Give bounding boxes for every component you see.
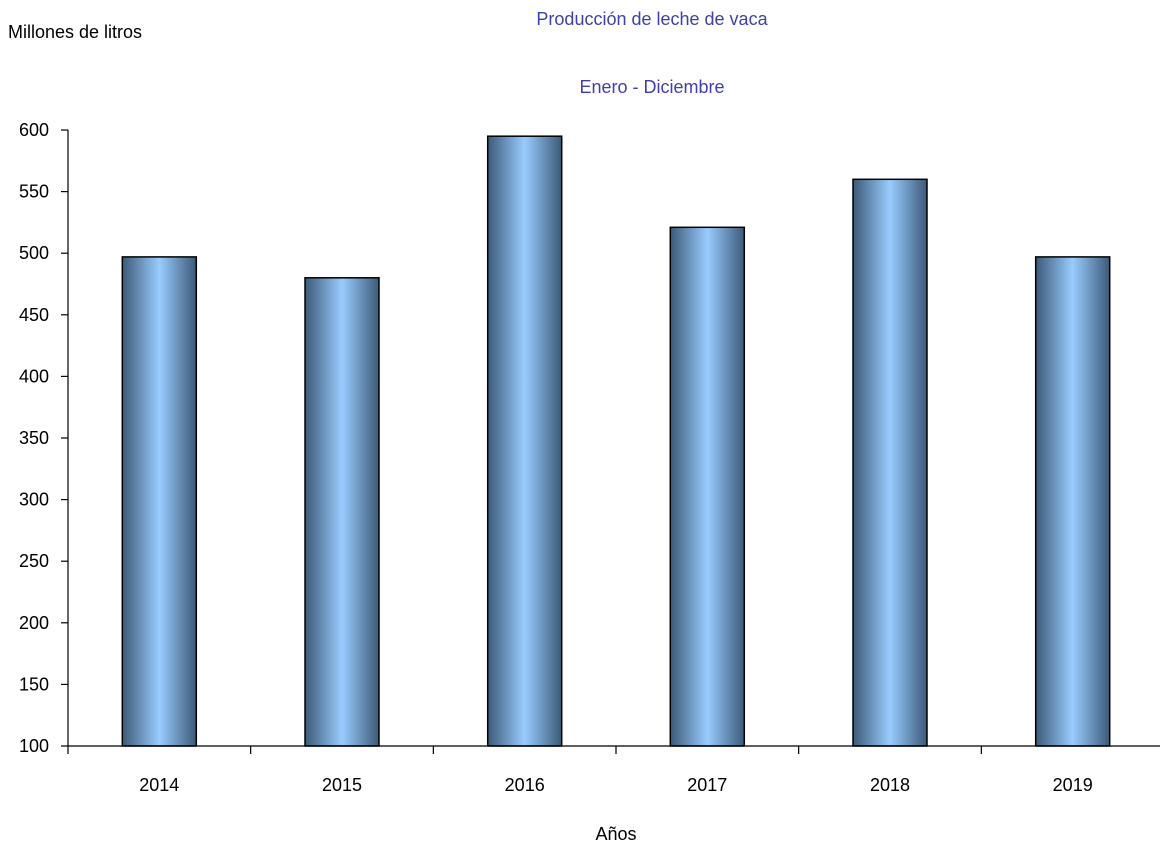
bar-2019 — [1034, 256, 1111, 747]
axes-group — [67, 130, 1160, 747]
bar-2018 — [852, 178, 928, 747]
x-tick-label: 2018 — [870, 775, 910, 795]
x-tick-label: 2014 — [139, 775, 179, 795]
y-tick-label: 300 — [19, 490, 49, 510]
bar-2014 — [121, 256, 198, 747]
x-tick-label: 2019 — [1053, 775, 1093, 795]
y-tick-label: 600 — [19, 120, 49, 140]
x-tick-label: 2016 — [505, 775, 545, 795]
y-tick-label: 400 — [19, 366, 49, 386]
bar-2017 — [669, 226, 746, 747]
y-tick-label: 350 — [19, 428, 49, 448]
x-axis-label: Años — [595, 824, 636, 844]
chart-title: Producción de leche de vaca — [536, 9, 768, 29]
chart-subtitle: Enero - Diciembre — [579, 77, 724, 97]
y-tick-label: 500 — [19, 243, 49, 263]
y-ticks-group: 100 150 200 250 300 350 400 450 500 550 600 — [19, 120, 68, 756]
y-axis-label: Millones de litros — [8, 22, 142, 42]
y-tick-label: 100 — [19, 736, 49, 756]
x-tick-label: 2015 — [322, 775, 362, 795]
bars-group — [121, 135, 1111, 747]
y-tick-label: 450 — [19, 305, 49, 325]
y-tick-label: 550 — [19, 182, 49, 202]
y-tick-label: 250 — [19, 551, 49, 571]
x-ticks-group: 2014 2015 2016 2017 2018 2019 — [67, 746, 1093, 795]
bar-2016 — [486, 135, 563, 747]
x-tick-label: 2017 — [687, 775, 727, 795]
bar-2015 — [304, 277, 380, 747]
y-tick-label: 200 — [19, 613, 49, 633]
y-tick-label: 150 — [19, 674, 49, 694]
